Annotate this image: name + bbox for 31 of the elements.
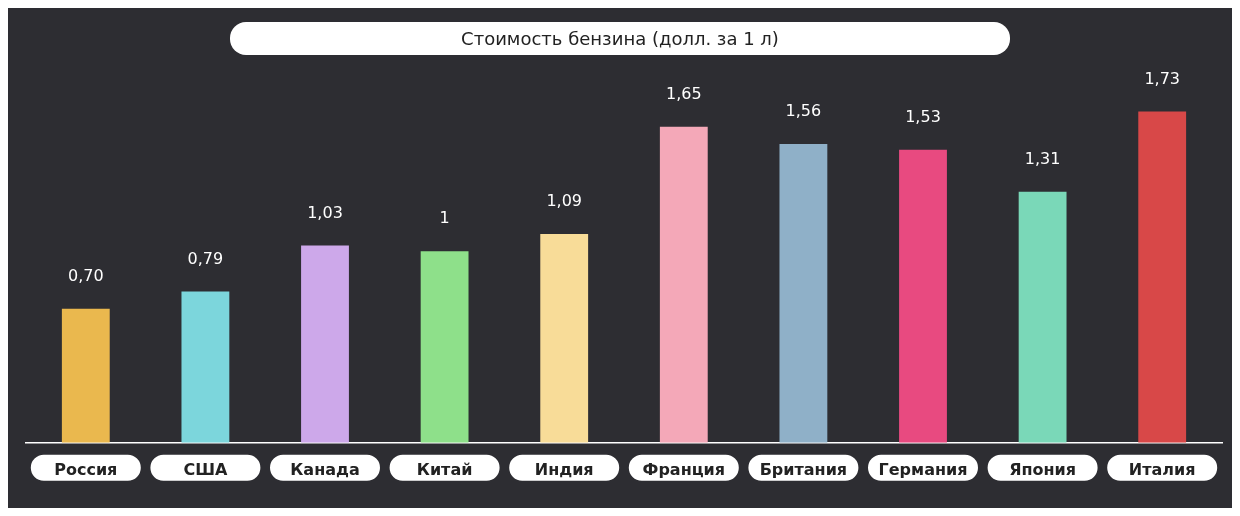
data-label: 1,73 — [1144, 68, 1181, 88]
data-label: 0,79 — [187, 248, 224, 268]
data-label: 1,09 — [546, 191, 583, 211]
x-tick-label: Япония — [1009, 459, 1077, 479]
bar — [540, 234, 589, 443]
chart-title: Стоимость бензина (долл. за 1 л) — [230, 21, 1010, 55]
x-tick-label: Индия — [534, 459, 594, 479]
data-label: 1 — [439, 208, 450, 228]
bar — [61, 308, 110, 443]
bar — [899, 149, 947, 443]
data-label: 0,70 — [67, 265, 104, 285]
x-tick-label: США — [183, 459, 228, 479]
bar — [779, 143, 828, 443]
bar — [181, 291, 230, 443]
data-label: 1,65 — [665, 83, 702, 103]
x-tick-label: Британия — [759, 459, 848, 479]
bar — [301, 245, 349, 443]
data-label: 1,56 — [785, 101, 822, 121]
data-label: 1,03 — [307, 202, 343, 222]
x-tick-label: Франция — [642, 459, 726, 479]
bar — [1018, 191, 1067, 443]
bar — [659, 126, 708, 443]
x-tick-label: Россия — [54, 459, 118, 479]
data-label: 1,31 — [1024, 149, 1061, 169]
x-tick-label: Германия — [878, 459, 968, 479]
x-tick-label: Китай — [416, 459, 473, 479]
x-tick-label: Италия — [1128, 459, 1196, 479]
x-tick-label: Канада — [290, 459, 360, 479]
bar — [420, 251, 469, 443]
bar — [1138, 111, 1187, 443]
data-label: 1,53 — [905, 106, 941, 126]
